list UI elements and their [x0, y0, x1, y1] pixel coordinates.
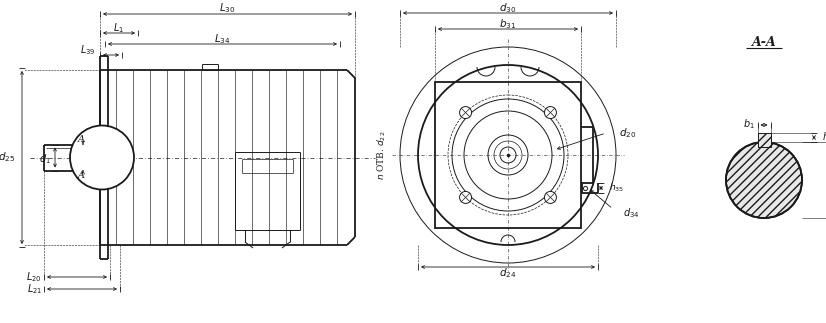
Circle shape: [459, 107, 472, 119]
Text: A: A: [78, 171, 84, 180]
Text: $\mathit{d}_{30}$: $\mathit{d}_{30}$: [500, 1, 517, 15]
Text: $\mathit{d}_{24}$: $\mathit{d}_{24}$: [499, 266, 517, 280]
Text: $\mathit{h}_{35}$: $\mathit{h}_{35}$: [609, 182, 624, 194]
Text: $\mathit{d}_{20}$: $\mathit{d}_{20}$: [619, 126, 636, 140]
Text: $\mathit{b}_{1}$: $\mathit{b}_{1}$: [743, 117, 754, 131]
Circle shape: [726, 142, 802, 218]
Text: $\mathit{L}_{20}$: $\mathit{L}_{20}$: [26, 270, 42, 284]
Text: $\mathit{h}_{1}$: $\mathit{h}_{1}$: [822, 130, 826, 144]
Circle shape: [70, 126, 134, 190]
Text: A-A: A-A: [752, 36, 776, 48]
Text: $\mathit{d}_{1}$: $\mathit{d}_{1}$: [39, 152, 51, 166]
Text: $\mathit{b}_{31}$: $\mathit{b}_{31}$: [500, 17, 516, 31]
Text: $\mathit{L}_{39}$: $\mathit{L}_{39}$: [80, 43, 96, 57]
Circle shape: [544, 192, 557, 203]
Text: $\mathit{n}$ ОТВ. $\mathit{d}_{22}$: $\mathit{n}$ ОТВ. $\mathit{d}_{22}$: [376, 130, 388, 180]
Text: $\mathit{L}_{30}$: $\mathit{L}_{30}$: [219, 1, 235, 15]
Circle shape: [459, 192, 472, 203]
Text: $\mathit{L}_{21}$: $\mathit{L}_{21}$: [26, 282, 42, 296]
Text: $\mathit{d}_{25}$: $\mathit{d}_{25}$: [0, 151, 15, 164]
Bar: [757, 133, 771, 147]
Text: $\mathit{L}_{1}$: $\mathit{L}_{1}$: [113, 21, 125, 35]
Bar: [757, 133, 771, 147]
Text: A: A: [78, 135, 84, 144]
Text: $\mathit{L}_{34}$: $\mathit{L}_{34}$: [214, 32, 230, 46]
Text: $\mathit{d}_{34}$: $\mathit{d}_{34}$: [623, 206, 639, 220]
Circle shape: [544, 107, 557, 119]
